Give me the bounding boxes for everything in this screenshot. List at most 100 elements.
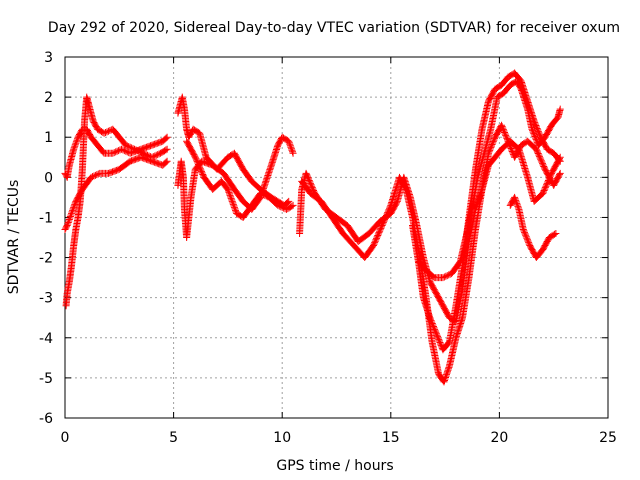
data-point-cluster xyxy=(387,199,401,217)
data-point-cluster xyxy=(511,69,524,84)
data-point-cluster xyxy=(328,213,346,236)
data-point-cluster xyxy=(187,167,199,201)
x-tick-label: 20 xyxy=(490,430,508,446)
data-point-cluster xyxy=(543,145,556,156)
data-point-cluster xyxy=(530,190,546,205)
data-point xyxy=(289,149,297,157)
data-point-cluster xyxy=(478,151,492,193)
data-point-cluster xyxy=(548,114,561,129)
data-point-cluster xyxy=(85,101,97,124)
data-point-cluster xyxy=(209,161,226,176)
y-tick-label: 3 xyxy=(44,50,53,66)
data-point-cluster xyxy=(157,146,170,157)
data-point-cluster xyxy=(448,259,463,278)
data-point-cluster xyxy=(183,195,195,241)
data-point-cluster xyxy=(491,82,504,93)
data-point-cluster xyxy=(493,90,506,101)
data-point-cluster xyxy=(532,145,548,172)
data-point-cluster xyxy=(65,263,75,286)
data-point-cluster xyxy=(65,147,77,169)
data-point-cluster xyxy=(402,185,416,220)
data-point-cluster xyxy=(302,169,318,196)
data-point-cluster xyxy=(283,202,296,213)
data-point-cluster xyxy=(365,219,383,237)
data-point-cluster xyxy=(480,127,494,157)
data-series xyxy=(409,69,564,354)
data-point-cluster xyxy=(339,229,357,248)
data-point-cluster xyxy=(224,185,240,216)
data-point-cluster xyxy=(265,193,281,208)
data-point-cluster xyxy=(452,315,466,342)
data-point-cluster xyxy=(296,187,306,237)
data-point-cluster xyxy=(426,278,440,296)
data-point-cluster xyxy=(159,134,170,145)
y-tick-label: 2 xyxy=(44,90,53,106)
grid xyxy=(65,57,608,418)
data-point-cluster xyxy=(452,263,466,310)
data-point-cluster xyxy=(422,266,437,281)
data-series xyxy=(506,193,560,262)
data-point-cluster xyxy=(445,303,460,346)
data-point-cluster xyxy=(248,191,264,209)
data-point-cluster xyxy=(198,157,215,169)
y-tick-label: -1 xyxy=(39,210,53,226)
data-point xyxy=(163,133,171,141)
data-point-cluster xyxy=(343,221,361,244)
data-point-cluster xyxy=(109,125,122,140)
data-point-cluster xyxy=(524,173,538,204)
data-point-cluster xyxy=(532,247,546,262)
data-point-cluster xyxy=(183,137,199,160)
data-point-cluster xyxy=(298,177,314,196)
data-point-cluster xyxy=(256,189,272,201)
data-point-cluster xyxy=(511,193,522,212)
data-point-cluster xyxy=(200,173,216,192)
data-point-cluster xyxy=(217,177,231,192)
data-point-cluster xyxy=(179,173,188,212)
chart-title: Day 292 of 2020, Sidereal Day-to-day VTE… xyxy=(48,20,620,36)
data-point-cluster xyxy=(472,187,486,233)
data-point-cluster xyxy=(439,339,453,354)
y-tick-label: 1 xyxy=(44,130,53,146)
data-point-cluster xyxy=(445,335,460,370)
data-point-cluster xyxy=(61,223,70,233)
data-point-cluster xyxy=(87,133,101,148)
data-point xyxy=(552,229,560,237)
data-point-cluster xyxy=(524,137,539,152)
data-point-cluster xyxy=(159,158,170,169)
x-tick-label: 5 xyxy=(169,430,178,446)
data-point-cluster xyxy=(426,314,440,336)
y-tick-label: -3 xyxy=(39,291,53,307)
data-point-cluster xyxy=(104,166,122,177)
data-point-cluster xyxy=(361,243,377,262)
data-point-cluster xyxy=(530,117,544,140)
data-point xyxy=(163,145,171,153)
data-point-cluster xyxy=(458,275,473,322)
data-points xyxy=(61,69,564,386)
data-point-cluster xyxy=(498,121,511,144)
data-point-cluster xyxy=(115,158,133,173)
data-point-cluster xyxy=(76,167,86,205)
data-point-cluster xyxy=(87,170,102,181)
data-point-cluster xyxy=(513,77,524,92)
x-tick-label: 15 xyxy=(382,430,400,446)
data-point-cluster xyxy=(378,203,394,229)
data-point-cluster xyxy=(415,258,429,272)
data-point-cluster xyxy=(230,149,246,172)
y-axis-label: SDTVAR / TECUs xyxy=(6,180,22,295)
data-point-cluster xyxy=(500,82,513,97)
data-point-cluster xyxy=(534,134,548,149)
data-point-cluster xyxy=(419,294,433,320)
data-point-cluster xyxy=(137,153,155,165)
data-point-cluster xyxy=(515,205,527,232)
data-point-cluster xyxy=(180,105,190,132)
data-point-cluster xyxy=(137,142,155,153)
data-point-cluster xyxy=(432,290,446,308)
data-point-cluster xyxy=(122,141,137,153)
data-point-cluster xyxy=(469,175,481,205)
data-point-cluster xyxy=(285,137,297,156)
data-point-cluster xyxy=(68,243,78,270)
data-point-cluster xyxy=(196,129,210,160)
data-point-cluster xyxy=(369,223,385,250)
y-tick-label: -5 xyxy=(39,371,53,387)
